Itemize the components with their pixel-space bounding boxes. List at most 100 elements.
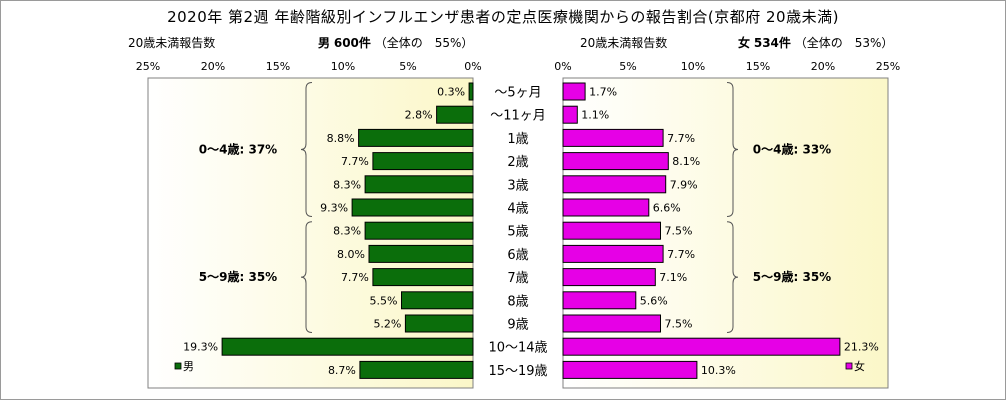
female-bar — [562, 244, 664, 263]
female-legend-swatch — [845, 362, 853, 370]
female-data-label: 6.6% — [653, 202, 681, 215]
male-data-label: 8.3% — [333, 225, 361, 238]
female-bar — [562, 314, 661, 333]
female-group-annotation: 0～4歳: 33% — [753, 142, 831, 157]
category-label: 5歳 — [507, 225, 528, 240]
female-data-label: 7.5% — [665, 225, 693, 238]
male-data-label: 8.8% — [327, 132, 355, 145]
male-group-bracket — [300, 221, 313, 333]
category-label: 15～19歳 — [488, 364, 547, 379]
female-bar — [562, 198, 650, 217]
male-x-tick-label: 20% — [201, 60, 225, 73]
male-data-label: 9.3% — [320, 202, 348, 215]
male-bar — [368, 244, 474, 263]
male-bar — [359, 360, 474, 379]
male-data-label: 8.3% — [333, 178, 361, 191]
male-data-label: 7.7% — [341, 271, 369, 284]
female-bar — [562, 221, 661, 240]
category-label: 6歳 — [507, 248, 528, 263]
female-x-tick-label: 10% — [681, 60, 705, 73]
male-data-label: 5.2% — [373, 318, 401, 331]
male-data-label: 0.3% — [437, 86, 465, 99]
male-sex-label: 男 — [318, 36, 331, 50]
female-count: 534件 — [753, 36, 791, 50]
female-data-label: 10.3% — [701, 364, 736, 377]
female-data-label: 7.9% — [670, 178, 698, 191]
category-label: 3歳 — [507, 178, 528, 193]
male-group-annotation: 0～4歳: 37% — [199, 142, 277, 157]
female-x-tick-label: 15% — [746, 60, 770, 73]
female-data-label: 8.1% — [672, 155, 700, 168]
female-data-label: 7.1% — [659, 271, 687, 284]
female-x-tick-label: 25% — [876, 60, 900, 73]
female-group-annotation: 5～9歳: 35% — [753, 269, 831, 284]
right-count-caption: 20歳未満報告数 — [580, 36, 668, 50]
male-x-tick-label: 5% — [399, 60, 416, 73]
female-bar — [562, 337, 841, 356]
male-x-tick-label: 15% — [266, 60, 290, 73]
male-data-label: 8.7% — [328, 364, 356, 377]
male-bar — [436, 105, 474, 124]
male-bar — [401, 291, 474, 310]
male-legend-label: 男 — [183, 360, 194, 373]
male-bar — [468, 82, 474, 101]
left-header-summary: 男 600件 （全体の 55%） — [318, 34, 473, 51]
category-label: 10～14歳 — [488, 341, 547, 356]
female-x-tick-label: 20% — [811, 60, 835, 73]
male-data-label: 5.5% — [370, 294, 398, 307]
male-x-tick-label: 0% — [464, 60, 481, 73]
category-label: 8歳 — [507, 294, 528, 309]
female-sex-label: 女 — [738, 36, 751, 50]
female-group-bracket — [726, 82, 739, 217]
category-label: 1歳 — [507, 132, 528, 147]
female-x-tick-label: 5% — [619, 60, 636, 73]
female-data-label: 21.3% — [844, 341, 879, 354]
chart-title: 2020年 第2週 年齢階級別インフルエンザ患者の定点医療機関からの報告割合(京… — [167, 8, 839, 26]
female-data-label: 7.7% — [667, 248, 695, 261]
male-bar — [372, 268, 474, 287]
male-x-tick-label: 25% — [136, 60, 160, 73]
male-bar — [404, 314, 474, 333]
male-data-label: 8.0% — [337, 248, 365, 261]
female-bar — [562, 175, 667, 194]
female-data-label: 1.1% — [581, 109, 609, 122]
female-x-tick-label: 0% — [554, 60, 571, 73]
category-label: 7歳 — [507, 271, 528, 286]
category-label: ～11ヶ月 — [490, 109, 546, 124]
female-bar — [562, 291, 637, 310]
male-group-annotation: 5～9歳: 35% — [199, 269, 277, 284]
female-share: （全体の 53%） — [794, 36, 894, 50]
female-bar — [562, 152, 669, 171]
female-bar — [562, 268, 656, 287]
female-bar — [562, 105, 578, 124]
female-bar — [562, 82, 586, 101]
female-data-label: 7.7% — [667, 132, 695, 145]
male-group-bracket — [300, 82, 313, 217]
male-legend-swatch — [174, 362, 182, 370]
male-bar — [221, 337, 474, 356]
category-label: 9歳 — [507, 318, 528, 333]
right-header-summary: 女 534件 （全体の 53%） — [738, 34, 893, 51]
male-data-label: 2.8% — [405, 109, 433, 122]
left-count-caption: 20歳未満報告数 — [128, 36, 216, 50]
female-group-bracket — [726, 221, 739, 333]
male-bar — [372, 152, 474, 171]
male-share: （全体の 55%） — [374, 36, 474, 50]
female-data-label: 1.7% — [589, 86, 617, 99]
male-x-tick-label: 10% — [331, 60, 355, 73]
female-bar — [562, 360, 698, 379]
category-label: 4歳 — [507, 202, 528, 217]
female-data-label: 5.6% — [640, 294, 668, 307]
female-data-label: 7.5% — [665, 318, 693, 331]
male-bar — [351, 198, 474, 217]
male-bar — [358, 128, 474, 147]
male-data-label: 7.7% — [341, 155, 369, 168]
male-data-label: 19.3% — [183, 341, 218, 354]
category-label: 2歳 — [507, 155, 528, 170]
female-legend-label: 女 — [854, 359, 865, 373]
female-bar — [562, 128, 664, 147]
male-bar — [364, 175, 474, 194]
category-label: ～5ヶ月 — [494, 86, 541, 101]
male-count: 600件 — [333, 36, 371, 50]
